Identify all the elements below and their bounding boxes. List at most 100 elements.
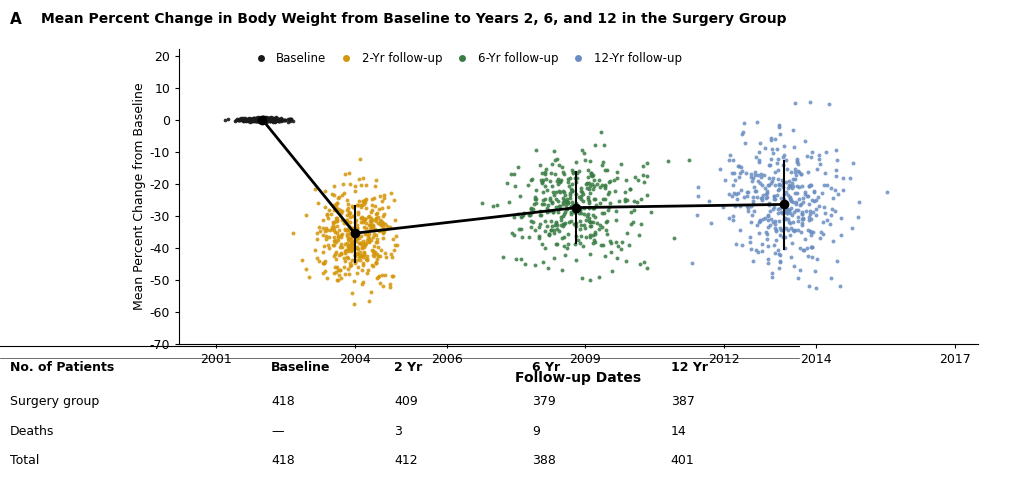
Point — [811, 155, 827, 163]
Point — [381, 222, 397, 230]
Point — [331, 251, 347, 259]
Point — [796, 246, 812, 254]
Point — [771, 231, 787, 239]
Point — [775, 215, 792, 223]
Point — [365, 233, 381, 241]
Point — [782, 196, 799, 204]
Point — [268, 116, 285, 124]
Point — [373, 279, 389, 287]
Point — [364, 261, 380, 269]
Point — [321, 245, 337, 252]
Point — [260, 115, 276, 123]
Point — [342, 259, 358, 267]
Point — [252, 116, 268, 124]
Point — [355, 251, 372, 259]
Point — [557, 191, 573, 199]
Point — [594, 223, 610, 231]
Point — [346, 225, 362, 233]
Point — [340, 265, 356, 273]
Point — [345, 230, 361, 238]
Point — [788, 156, 805, 164]
Point — [236, 115, 252, 123]
Point — [620, 196, 636, 204]
Point — [255, 116, 271, 124]
Point — [524, 175, 541, 183]
Point — [538, 175, 554, 183]
Point — [256, 115, 272, 123]
Point — [779, 226, 796, 234]
Point — [599, 166, 615, 174]
Point — [834, 231, 850, 239]
Point — [342, 209, 358, 217]
Point — [334, 191, 350, 199]
Point — [582, 182, 598, 190]
Point — [366, 230, 382, 238]
Point — [556, 242, 572, 250]
Point — [762, 179, 778, 187]
Point — [808, 206, 824, 214]
Point — [566, 219, 583, 227]
Point — [377, 271, 393, 279]
Point — [554, 213, 570, 220]
Point — [339, 254, 355, 262]
Point — [596, 182, 612, 190]
Point — [752, 139, 768, 147]
Point — [580, 195, 596, 203]
Point — [257, 116, 273, 124]
Point — [301, 273, 317, 281]
Point — [571, 239, 588, 247]
Point — [819, 181, 836, 189]
Point — [251, 117, 267, 125]
Point — [249, 114, 265, 122]
Point — [778, 215, 795, 223]
Point — [259, 116, 275, 124]
Point — [264, 116, 281, 124]
Point — [327, 237, 343, 245]
Point — [351, 155, 368, 163]
Point — [378, 253, 394, 261]
Point — [248, 116, 264, 124]
Point — [250, 116, 266, 124]
Point — [328, 215, 344, 222]
Point — [790, 274, 806, 282]
Point — [246, 115, 262, 123]
Point — [250, 114, 266, 122]
Point — [353, 214, 370, 221]
Point — [580, 165, 596, 173]
Text: Total: Total — [10, 454, 40, 467]
Point — [804, 243, 820, 251]
Point — [368, 259, 384, 267]
Point — [633, 195, 649, 203]
Point — [252, 114, 268, 122]
Point — [342, 262, 358, 270]
Point — [724, 169, 740, 177]
Point — [791, 195, 807, 203]
Point — [347, 259, 364, 267]
Point — [353, 201, 370, 209]
Point — [355, 197, 372, 205]
Point — [776, 203, 793, 211]
Point — [759, 235, 775, 243]
Point — [567, 240, 584, 248]
Point — [588, 230, 604, 238]
Point — [805, 208, 821, 216]
Point — [567, 219, 584, 227]
Point — [809, 255, 825, 263]
Point — [259, 114, 275, 122]
Point — [744, 193, 761, 201]
Point — [372, 192, 388, 200]
Point — [359, 256, 376, 264]
Point — [327, 263, 343, 271]
Point — [591, 273, 607, 281]
Point — [795, 194, 811, 202]
Point — [555, 196, 571, 204]
Point — [553, 216, 569, 224]
Point — [783, 179, 800, 187]
Point — [624, 220, 640, 228]
Point — [312, 227, 329, 235]
Point — [357, 239, 374, 246]
Point — [358, 182, 375, 190]
Point — [327, 250, 343, 258]
Point — [266, 117, 283, 125]
Point — [758, 228, 774, 236]
